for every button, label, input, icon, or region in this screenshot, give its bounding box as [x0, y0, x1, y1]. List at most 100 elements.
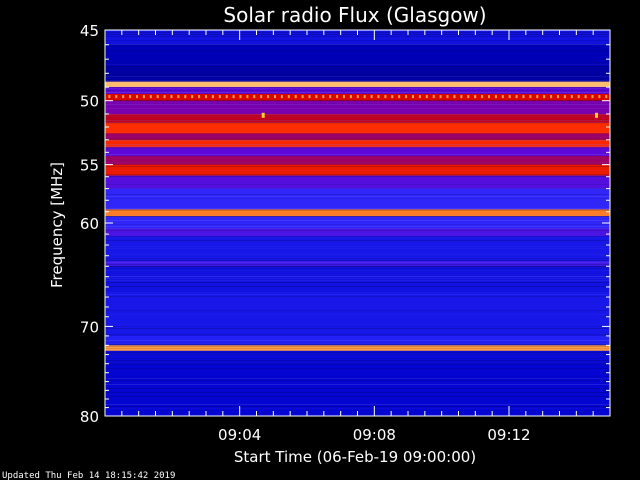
- pulse-mark: [467, 95, 470, 99]
- texture-streak: [105, 286, 610, 287]
- pulse-mark: [170, 95, 173, 99]
- texture-streak: [105, 296, 610, 297]
- texture-streak: [105, 246, 610, 247]
- texture-streak: [105, 260, 610, 261]
- x-tick-label: 09:08: [353, 426, 396, 444]
- texture-streak: [105, 224, 610, 225]
- texture-streak: [105, 350, 610, 351]
- pulse-mark: [391, 95, 394, 99]
- texture-streak: [105, 104, 610, 105]
- pulse-mark: [267, 95, 270, 99]
- texture-streak: [105, 228, 610, 229]
- texture-streak: [105, 226, 610, 227]
- texture-streak: [105, 62, 610, 63]
- band-6: [105, 100, 610, 114]
- pulse-mark: [246, 95, 249, 99]
- pulse-mark: [591, 95, 594, 99]
- texture-streak: [105, 396, 610, 397]
- texture-streak: [105, 262, 610, 263]
- pulse-mark: [370, 95, 373, 99]
- texture-streak: [105, 342, 610, 343]
- texture-streak: [105, 66, 610, 67]
- band-17: [105, 216, 610, 229]
- texture-streak: [105, 174, 610, 175]
- texture-streak: [105, 194, 610, 195]
- pulse-mark: [142, 95, 145, 99]
- texture-streak: [105, 360, 610, 361]
- pulse-mark: [232, 95, 235, 99]
- texture-streak: [105, 404, 610, 405]
- pulse-mark: [315, 95, 318, 99]
- pulse-mark: [412, 95, 414, 99]
- texture-streak: [105, 114, 610, 115]
- texture-streak: [105, 310, 610, 311]
- band-15: [105, 188, 610, 210]
- texture-streak: [105, 210, 610, 211]
- pulse-mark: [184, 95, 187, 99]
- texture-streak: [105, 268, 610, 269]
- band-11: [105, 147, 610, 157]
- texture-streak: [105, 74, 610, 75]
- texture-streak: [105, 138, 610, 139]
- band-7: [105, 113, 610, 124]
- pulse-mark: [563, 95, 566, 99]
- frequency-bands: [105, 30, 610, 416]
- band-3: [105, 81, 610, 88]
- texture-streak: [105, 364, 610, 365]
- pulse-mark: [522, 95, 525, 99]
- y-tick-label: 60: [80, 215, 99, 233]
- band-26: [105, 363, 610, 416]
- band-1: [105, 44, 610, 67]
- texture-streak: [105, 108, 610, 109]
- y-axis: 45 50 55 60 70 80: [80, 22, 610, 426]
- texture-streak: [105, 166, 610, 167]
- pulse-mark: [149, 95, 152, 99]
- texture-streak: [105, 146, 610, 147]
- pulse-mark: [349, 95, 352, 99]
- pulse-mark: [432, 95, 435, 99]
- pulse-mark: [301, 95, 304, 99]
- texture-streak: [105, 264, 610, 265]
- pulse-mark: [384, 95, 387, 99]
- texture-streak: [105, 92, 610, 93]
- texture-streak: [105, 368, 610, 369]
- chart-title: Solar radio Flux (Glasgow): [223, 3, 486, 27]
- texture-streak: [105, 352, 610, 353]
- texture-streak: [105, 120, 610, 121]
- texture-streak: [105, 100, 610, 101]
- texture-streak: [105, 276, 610, 277]
- texture-streak: [105, 86, 610, 87]
- texture-streak: [105, 116, 610, 117]
- texture-streak: [105, 196, 610, 197]
- texture-streak: [105, 144, 610, 145]
- texture-streak: [105, 148, 610, 149]
- pulse-mark: [453, 95, 456, 99]
- texture-streak: [105, 266, 610, 267]
- texture-streak: [105, 334, 610, 335]
- spot-1: [595, 112, 598, 118]
- pulse-mark: [425, 95, 428, 99]
- band-21: [105, 266, 610, 293]
- texture-streak: [105, 198, 610, 199]
- texture-streak: [105, 294, 610, 295]
- y-tick-label: 45: [80, 22, 99, 40]
- pulse-mark: [260, 95, 263, 99]
- y-tick-label: 70: [80, 318, 99, 336]
- texture-streak: [105, 388, 610, 389]
- pulse-mark: [322, 95, 325, 99]
- texture-streak: [105, 270, 610, 271]
- pulse-mark: [584, 95, 587, 99]
- y-tick-label: 55: [80, 157, 99, 175]
- pulse-mark: [308, 95, 311, 99]
- texture-streak: [105, 216, 610, 217]
- texture-streak: [105, 170, 610, 171]
- pulse-mark: [136, 95, 138, 99]
- pulse-mark: [253, 95, 256, 99]
- band-9: [105, 133, 610, 140]
- x-axis-label: Start Time (06-Feb-19 09:00:00): [234, 448, 476, 466]
- texture-streak: [105, 326, 610, 327]
- pulse-mark: [488, 95, 490, 99]
- band-13: [105, 164, 610, 176]
- texture-streak: [105, 40, 610, 41]
- pulse-mark: [446, 95, 449, 99]
